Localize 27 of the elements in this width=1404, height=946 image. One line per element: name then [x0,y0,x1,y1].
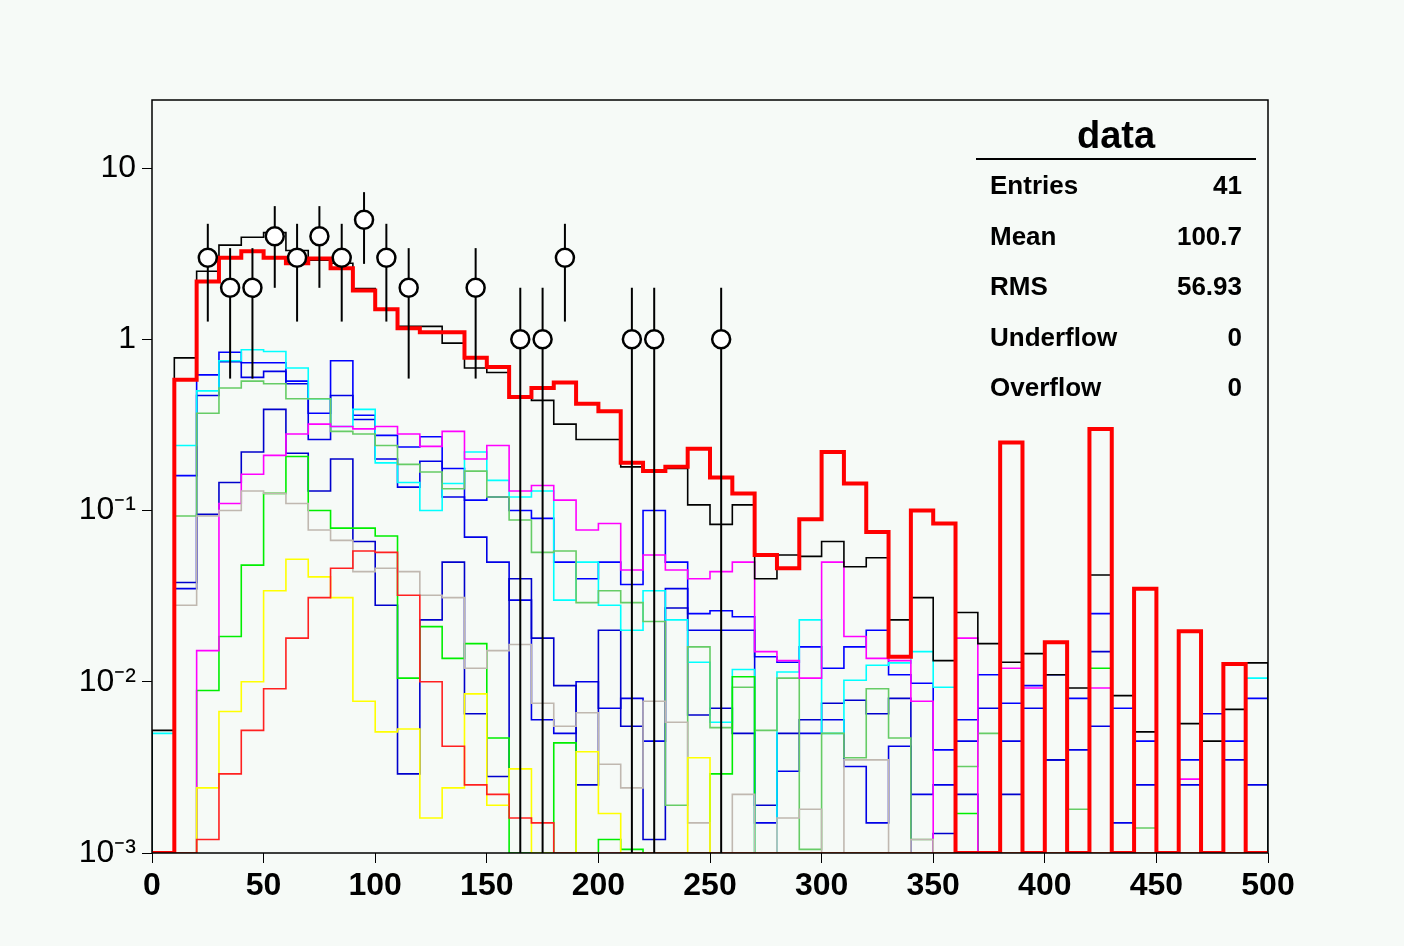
y-tick-label: 10⁻³ [78,832,137,869]
annotation: 0 [1227,371,1242,404]
x-tick-label: 100 [348,866,402,903]
x-tick-label: 500 [1241,866,1295,903]
annotation: data [976,112,1256,160]
annotation: 41 [1213,169,1242,202]
annotation: Overflow [990,371,1102,404]
annotation: RMS [990,270,1048,303]
x-tick-label: 150 [460,866,514,903]
y-tick-label: 10⁻² [78,661,137,698]
annotation: 56.93 [1176,270,1242,303]
x-tick-label: 350 [906,866,960,903]
annotation: 100.7 [1176,219,1242,253]
y-tick-label: 10 [100,147,136,184]
x-tick-label: 300 [794,866,849,903]
annotation: 0 [1227,320,1242,354]
y-tick-label: 1 [118,319,136,356]
annotation: Underflow [990,320,1118,354]
x-tick-label: 250 [683,866,737,903]
annotation: Mean [990,219,1057,253]
x-tick-label: 200 [571,866,626,903]
annotation: Entries [990,169,1079,202]
x-tick-label: 400 [1018,866,1072,903]
x-tick-label: 50 [245,866,282,903]
x-tick-label: 450 [1129,866,1184,903]
y-tick-label: 10⁻¹ [78,490,136,527]
x-tick-label: 0 [143,866,161,903]
